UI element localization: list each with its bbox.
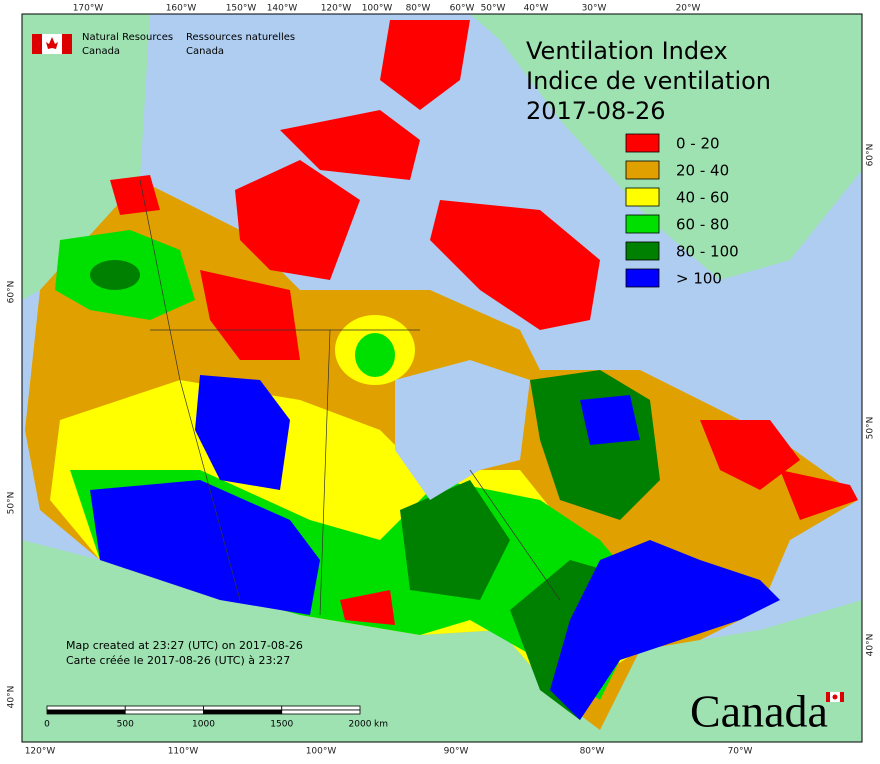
zone-red-labrador [700, 420, 800, 490]
land-outside [22, 14, 862, 742]
greenland [470, 14, 862, 280]
hudson-bay [395, 360, 530, 500]
wordmark-flag-right [840, 692, 844, 702]
zone-darkgreen-yukon [90, 260, 140, 290]
wordmark-flag-leaf [832, 694, 838, 700]
legend-label: 80 - 100 [676, 243, 739, 261]
org-fr: Canada [186, 46, 224, 57]
scale-tick-label: 500 [117, 720, 134, 730]
map-frame [21, 13, 863, 743]
created-en: Map created at 23:27 (UTC) on 2017-08-26 [66, 639, 303, 652]
graticule-bottom-label: 100°W [306, 747, 337, 757]
zone-red-ellesmere [380, 20, 470, 110]
zone-100-labrador [580, 395, 640, 445]
flag-bar-left [32, 34, 42, 54]
scale-tick-label: 1000 [192, 720, 215, 730]
graticule-bottom-label: 120°W [25, 747, 56, 757]
zone-80-100-a [400, 480, 510, 600]
scale-segment [124, 709, 204, 715]
scale-bar: 0 500 1000 1500 2000 km [44, 705, 388, 730]
legend-label: 60 - 80 [676, 216, 729, 234]
graticule-top-label: 140°W [267, 4, 298, 14]
graticule-top-label: 40°W [524, 4, 549, 14]
wordmark: Canada [690, 686, 828, 737]
graticule-top-label: 50°W [481, 4, 506, 14]
graticule-top-label: 30°W [582, 4, 607, 14]
graticule-bottom-label: 90°W [444, 747, 469, 757]
legend: 0 - 20 20 - 40 40 - 60 60 - 80 80 - 100 > 100 [625, 133, 739, 288]
zone-green-keewatin [355, 333, 395, 377]
graticule-top-label: 160°W [166, 4, 197, 14]
graticule-top-label: 120°W [321, 4, 352, 14]
graticule-top-label: 20°W [676, 4, 701, 14]
legend-swatch [625, 187, 660, 207]
scale-segment [46, 705, 126, 711]
scale-segment [124, 705, 204, 711]
alaska [22, 14, 150, 300]
org-en: Canada [82, 46, 120, 57]
border-bc-ab [139, 179, 241, 601]
graticule-left-label: 50°N [7, 492, 17, 515]
scale-tick-label: 2000 [349, 720, 372, 730]
zone-100-north [195, 375, 290, 490]
title: Ventilation Index [526, 37, 728, 65]
zone-100-east [550, 540, 780, 720]
borders [139, 179, 561, 616]
graticule-right-label: 60°N [866, 144, 876, 167]
graticule-top-label: 80°W [406, 4, 431, 14]
legend-swatch [625, 268, 660, 288]
legend-label: 0 - 20 [676, 135, 720, 153]
scale-segment [281, 705, 361, 711]
graticule-left-label: 40°N [7, 686, 17, 709]
zone-100-prairie [90, 480, 320, 615]
zone-red-yukon [110, 175, 160, 215]
graticule-left-label: 60°N [7, 281, 17, 304]
legend-label: 40 - 60 [676, 189, 729, 207]
org-en: Natural Resources [82, 32, 173, 43]
scale-segment [203, 709, 283, 715]
graticule-bottom-label: 70°W [728, 747, 753, 757]
title: Indice de ventilation [526, 67, 771, 95]
graticule-right-label: 40°N [866, 634, 876, 657]
nrcan-signature: Natural Resources Canada Ressources natu… [32, 32, 295, 57]
graticule-top-label: 150°W [226, 4, 257, 14]
legend-label: > 100 [676, 270, 722, 288]
graticule-top-label: 100°W [362, 4, 393, 14]
graticule-right-label: 50°N [866, 417, 876, 440]
legend-swatch [625, 241, 660, 261]
zone-red-south [340, 590, 395, 625]
zone-red-victoria [235, 160, 360, 280]
zone-red-baffin [430, 200, 600, 330]
zone-red-nwt [200, 270, 300, 360]
legend-swatch [625, 160, 660, 180]
scale-tick-label: 1500 [270, 720, 293, 730]
border-qc [469, 469, 561, 601]
flag-bar-right [62, 34, 72, 54]
legend-label: 20 - 40 [676, 162, 729, 180]
zone-red-nfld [780, 470, 858, 520]
graticule-bottom-label: 110°W [168, 747, 199, 757]
scale-segment [281, 709, 361, 715]
zone-red-islands-a [280, 110, 420, 180]
scale-segment [203, 705, 283, 711]
legend-swatch [625, 214, 660, 234]
scale-unit: km [374, 720, 388, 730]
legend-swatch [625, 133, 660, 153]
flag-leaf [46, 37, 58, 49]
scale-tick-label: 0 [44, 720, 50, 730]
graticule: 170°W 160°W 150°W 140°W 120°W 100°W 80°W 60°W 50… [7, 4, 876, 757]
title-date: 2017-08-26 [526, 97, 665, 125]
graticule-top-label: 60°W [450, 4, 475, 14]
created-fr: Carte créée le 2017-08-26 (UTC) à 23:27 [66, 654, 290, 667]
usa [22, 540, 862, 742]
graticule-top-label: 170°W [73, 4, 104, 14]
scale-segment [46, 709, 126, 715]
graticule-bottom-label: 80°W [580, 747, 605, 757]
canada-index [25, 20, 858, 730]
canada-wordmark: Canada [690, 686, 844, 737]
border-mb [319, 329, 331, 616]
wordmark-flag-left [826, 692, 830, 702]
org-fr: Ressources naturelles [186, 32, 295, 43]
